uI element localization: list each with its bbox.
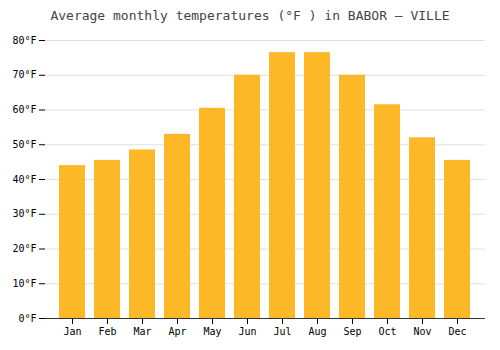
svg-text:Nov: Nov [413, 326, 431, 337]
svg-text:70°F: 70°F [12, 69, 36, 80]
svg-text:Dec: Dec [448, 326, 466, 337]
svg-text:30°F: 30°F [12, 208, 36, 219]
svg-text:Sep: Sep [343, 326, 361, 337]
svg-text:40°F: 40°F [12, 174, 36, 185]
html-text:Average monthly temperatures (: Average monthly temperatures (°F ) in BA… [50, 8, 450, 23]
svg-text:May: May [203, 326, 221, 337]
svg-text:0°F: 0°F [18, 313, 36, 324]
svg-text:Oct: Oct [378, 326, 396, 337]
svg-text:20°F: 20°F [12, 243, 36, 254]
svg-text:50°F: 50°F [12, 139, 36, 150]
svg-text:10°F: 10°F [12, 278, 36, 289]
svg-text:Jan: Jan [63, 326, 81, 337]
svg-text:80°F: 80°F [12, 35, 36, 46]
svg-text:Jun: Jun [238, 326, 256, 337]
svg-text:Apr: Apr [168, 326, 186, 337]
svg-text:Mar: Mar [133, 326, 151, 337]
svg-text:Aug: Aug [308, 326, 326, 337]
svg-text:60°F: 60°F [12, 104, 36, 115]
svg-text:Feb: Feb [98, 326, 116, 337]
svg-text:Jul: Jul [273, 326, 291, 337]
